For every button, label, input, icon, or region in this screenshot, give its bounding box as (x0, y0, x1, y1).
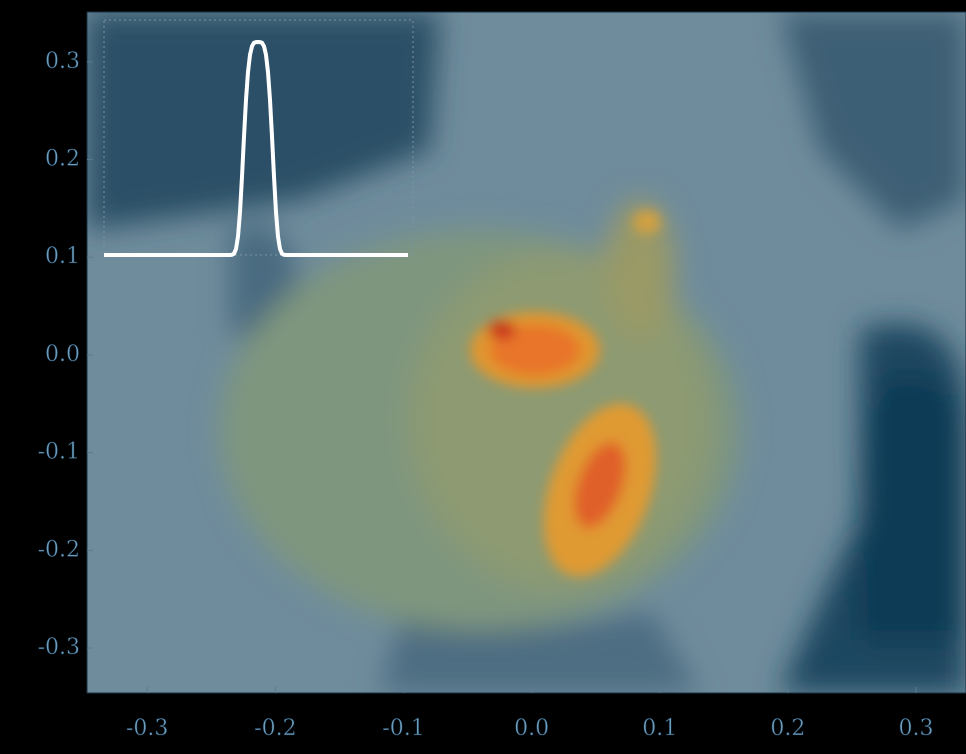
y-tick-label: 0.0 (45, 342, 80, 367)
y-tick-label: 0.1 (45, 244, 80, 269)
x-tick-label: -0.1 (382, 716, 424, 741)
y-tick-label: 0.2 (45, 147, 80, 172)
y-tick-label: -0.2 (38, 537, 80, 562)
field (87, 12, 966, 693)
chart: -0.3 -0.2 -0.1 0.0 0.1 0.2 0.3 0.3 0.2 0.1 0.0 -0.1… (0, 0, 966, 749)
x-tick-label: 0.1 (642, 716, 677, 741)
x-tick-label: -0.2 (254, 716, 296, 741)
x-tick-label: 0.2 (770, 716, 805, 741)
x-tick-label: -0.3 (126, 716, 168, 741)
y-tick-label: -0.3 (38, 635, 80, 660)
y-tick-label: -0.1 (38, 440, 80, 465)
x-tick-label: 0.3 (899, 716, 934, 741)
x-tick-label: 0.0 (514, 716, 549, 741)
page: -0.3 -0.2 -0.1 0.0 0.1 0.2 0.3 0.3 0.2 0.1 0.0 -0.1… (0, 0, 966, 749)
y-tick-label: 0.3 (45, 49, 80, 74)
